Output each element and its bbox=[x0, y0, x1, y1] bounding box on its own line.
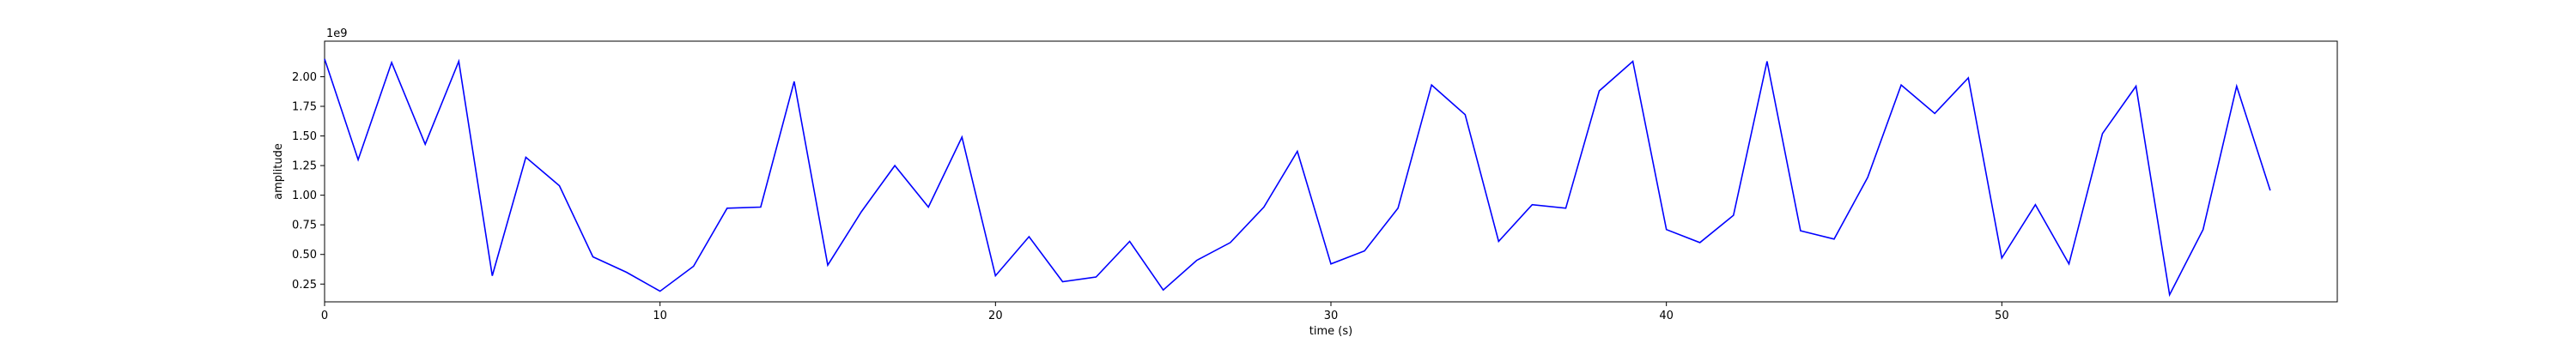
plot-area bbox=[324, 40, 2338, 303]
x-axis-label: time (s) bbox=[1309, 325, 1352, 338]
y-tick-label: 1.25 bbox=[292, 160, 317, 173]
x-tick-label: 0 bbox=[321, 310, 328, 322]
x-axis: 0 10 20 30 40 50 bbox=[321, 302, 2009, 322]
x-tick-label: 40 bbox=[1659, 310, 1674, 322]
x-tick-label: 30 bbox=[1324, 310, 1339, 322]
y-tick-label: 0.50 bbox=[292, 249, 317, 262]
series-line bbox=[324, 58, 2271, 298]
y-tick-label: 1.00 bbox=[292, 190, 317, 202]
x-tick-label: 20 bbox=[988, 310, 1003, 322]
y-tick-label: 0.25 bbox=[292, 279, 317, 292]
y-tick-label: 0.75 bbox=[292, 220, 317, 232]
y-axis-label: amplitude bbox=[272, 143, 285, 200]
x-tick-label: 10 bbox=[653, 310, 667, 322]
y-tick-label: 2.00 bbox=[292, 71, 317, 84]
y-tick-label: 1.50 bbox=[292, 130, 317, 143]
y-axis: 0.25 0.50 0.75 1.00 1.25 1.50 1.75 2.00 bbox=[292, 71, 325, 292]
x-tick-label: 50 bbox=[1995, 310, 2009, 322]
y-tick-label: 1.75 bbox=[292, 101, 317, 114]
y-offset-label: 1e9 bbox=[326, 27, 348, 40]
